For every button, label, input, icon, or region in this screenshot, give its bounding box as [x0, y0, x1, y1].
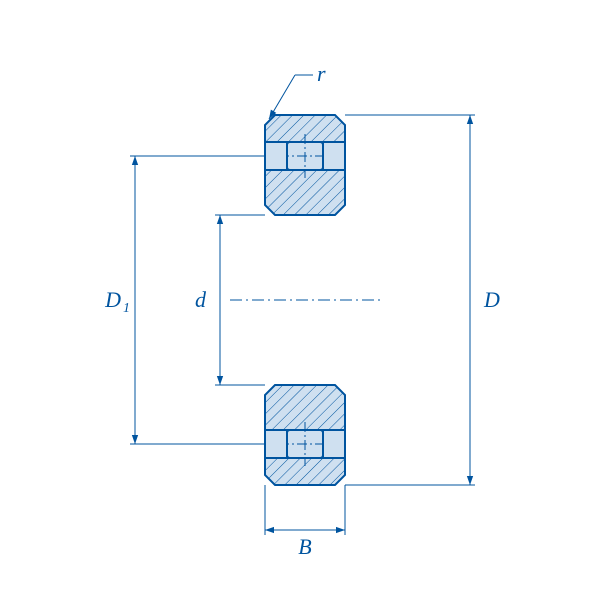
svg-text:D: D	[483, 287, 500, 312]
svg-text:B: B	[298, 534, 311, 559]
svg-text:D: D	[104, 287, 121, 312]
svg-text:r: r	[317, 61, 326, 86]
svg-text:d: d	[195, 287, 207, 312]
bearing-cross-section-diagram: D1dDBr	[0, 0, 600, 600]
svg-text:1: 1	[123, 301, 130, 316]
